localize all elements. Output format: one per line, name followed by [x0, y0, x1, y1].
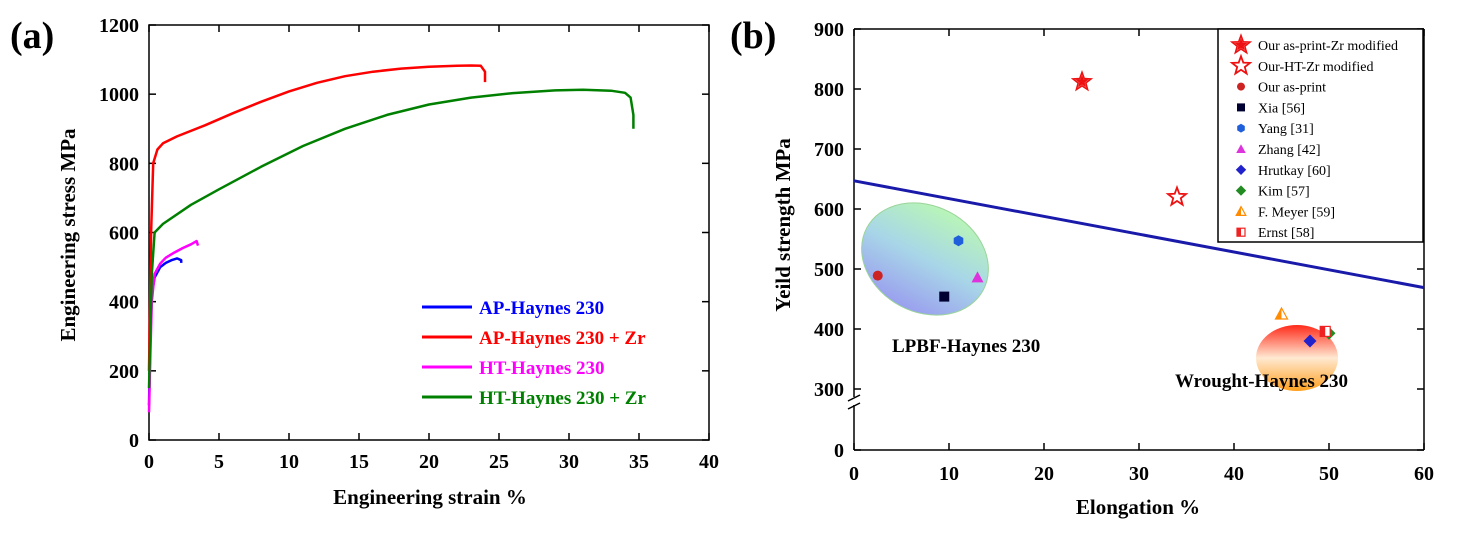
legend-marker [1235, 164, 1247, 175]
x-tick-label: 50 [1319, 463, 1339, 485]
wrought-region [1256, 325, 1338, 391]
panel-b-chart: (b) 0 10 20 30 40 50 600300400500600700800900 … [730, 15, 1434, 519]
panel-b-ylabel: Yeild strength MPa [771, 138, 795, 312]
x-tick-label: 30 [559, 451, 579, 473]
y-tick-label: 0 [129, 430, 139, 452]
legend-marker [1237, 103, 1245, 112]
x-tick-label: 5 [214, 451, 224, 473]
x-tick-label: 20 [1034, 463, 1054, 485]
x-tick-label: 10 [279, 451, 299, 473]
y-tick-label: 900 [814, 19, 844, 41]
legend-marker-inner [1234, 38, 1248, 51]
legend-label: AP-Haynes 230 [479, 298, 604, 319]
y-tick-label: 800 [109, 153, 139, 175]
legend-label: Our as-print-Zr modified [1258, 39, 1398, 54]
legend-label: Kim [57] [1258, 185, 1310, 200]
legend-marker-fill [1237, 228, 1241, 237]
data-point [872, 270, 883, 281]
series-line [147, 88, 635, 389]
data-point [971, 271, 984, 283]
legend-label: HT-Haynes 230 [479, 358, 604, 379]
panel-b-label: (b) [730, 15, 776, 57]
data-point [1165, 184, 1189, 207]
y-tick-label: 600 [109, 223, 139, 245]
data-point-inner [1075, 74, 1089, 88]
x-tick-label: 35 [629, 451, 649, 473]
y-tick-label: 300 [814, 379, 844, 401]
panel-a-xlabel: Engineering strain % [333, 485, 527, 509]
legend-box [1217, 28, 1424, 243]
panel-a-label: (a) [10, 15, 54, 57]
y-tick-label: 1200 [99, 15, 139, 37]
x-tick-label: 30 [1129, 463, 1149, 485]
axis-break-mark [847, 402, 861, 410]
x-tick-label: 40 [699, 451, 719, 473]
legend-label: Our-HT-Zr modified [1258, 60, 1373, 75]
legend-label: Hrutkay [60] [1258, 164, 1331, 179]
data-point [1303, 334, 1317, 348]
axis-break-mark [847, 394, 861, 402]
panel-a-chart: (a) 0 5 10 15 20 25 30 35 4002004006008001000120… [10, 15, 719, 509]
x-tick-label: 25 [489, 451, 509, 473]
legend-marker [1236, 144, 1246, 153]
x-tick-label: 0 [144, 451, 154, 473]
y-tick-label: 1000 [99, 84, 139, 106]
data-point [939, 291, 950, 302]
data-point-fill [1320, 326, 1326, 337]
panel-a-series [147, 64, 635, 413]
series-line [147, 239, 200, 413]
data-point [953, 235, 964, 247]
legend-label: F. Meyer [59] [1258, 205, 1335, 220]
panel-a-ylabel: Engineering stress MPa [56, 128, 80, 342]
x-tick-label: 0 [849, 463, 859, 485]
panel-b-points [872, 69, 1336, 348]
legend-marker [1229, 53, 1253, 76]
lpbf-region-label: LPBF-Haynes 230 [892, 336, 1040, 357]
x-tick-label: 60 [1414, 463, 1434, 485]
y-tick-label: 500 [814, 259, 844, 281]
legend-marker [1237, 123, 1245, 133]
panel-b-legend: Our as-print-Zr modified Our-HT-Zr modifi… [1217, 28, 1424, 243]
y-tick-label: 400 [109, 292, 139, 314]
x-tick-label: 15 [349, 451, 369, 473]
legend-marker-fill [1236, 206, 1241, 216]
wrought-region-label: Wrought-Haynes 230 [1175, 371, 1348, 392]
x-tick-label: 40 [1224, 463, 1244, 485]
legend-marker [1235, 185, 1247, 196]
legend-label: Yang [31] [1258, 122, 1314, 137]
lpbf-region [861, 202, 989, 316]
y-tick-label: 200 [109, 361, 139, 383]
x-tick-label: 20 [419, 451, 439, 473]
legend-label: Xia [56] [1258, 101, 1305, 116]
panel-a-frame [148, 24, 710, 441]
legend-label: HT-Haynes 230 + Zr [479, 388, 646, 409]
series-line [147, 64, 487, 371]
y-tick-label: 800 [814, 79, 844, 101]
panel-b-xlabel: Elongation % [1076, 495, 1200, 519]
y-tick-label: 0 [834, 440, 844, 462]
data-point-fill [1275, 308, 1282, 319]
legend-label: Ernst [58] [1258, 226, 1314, 241]
legend-label: Zhang [42] [1258, 143, 1321, 158]
trend-line [853, 179, 1425, 290]
legend-marker [1237, 82, 1245, 91]
y-tick-label: 400 [814, 319, 844, 341]
x-tick-label: 10 [939, 463, 959, 485]
y-tick-label: 600 [814, 199, 844, 221]
legend-label: AP-Haynes 230 + Zr [479, 328, 646, 349]
legend-label: Our as-print [1258, 81, 1326, 96]
panel-a-legend: AP-Haynes 230 AP-Haynes 230 + Zr HT-Haynes… [422, 298, 646, 409]
y-tick-label: 700 [814, 139, 844, 161]
